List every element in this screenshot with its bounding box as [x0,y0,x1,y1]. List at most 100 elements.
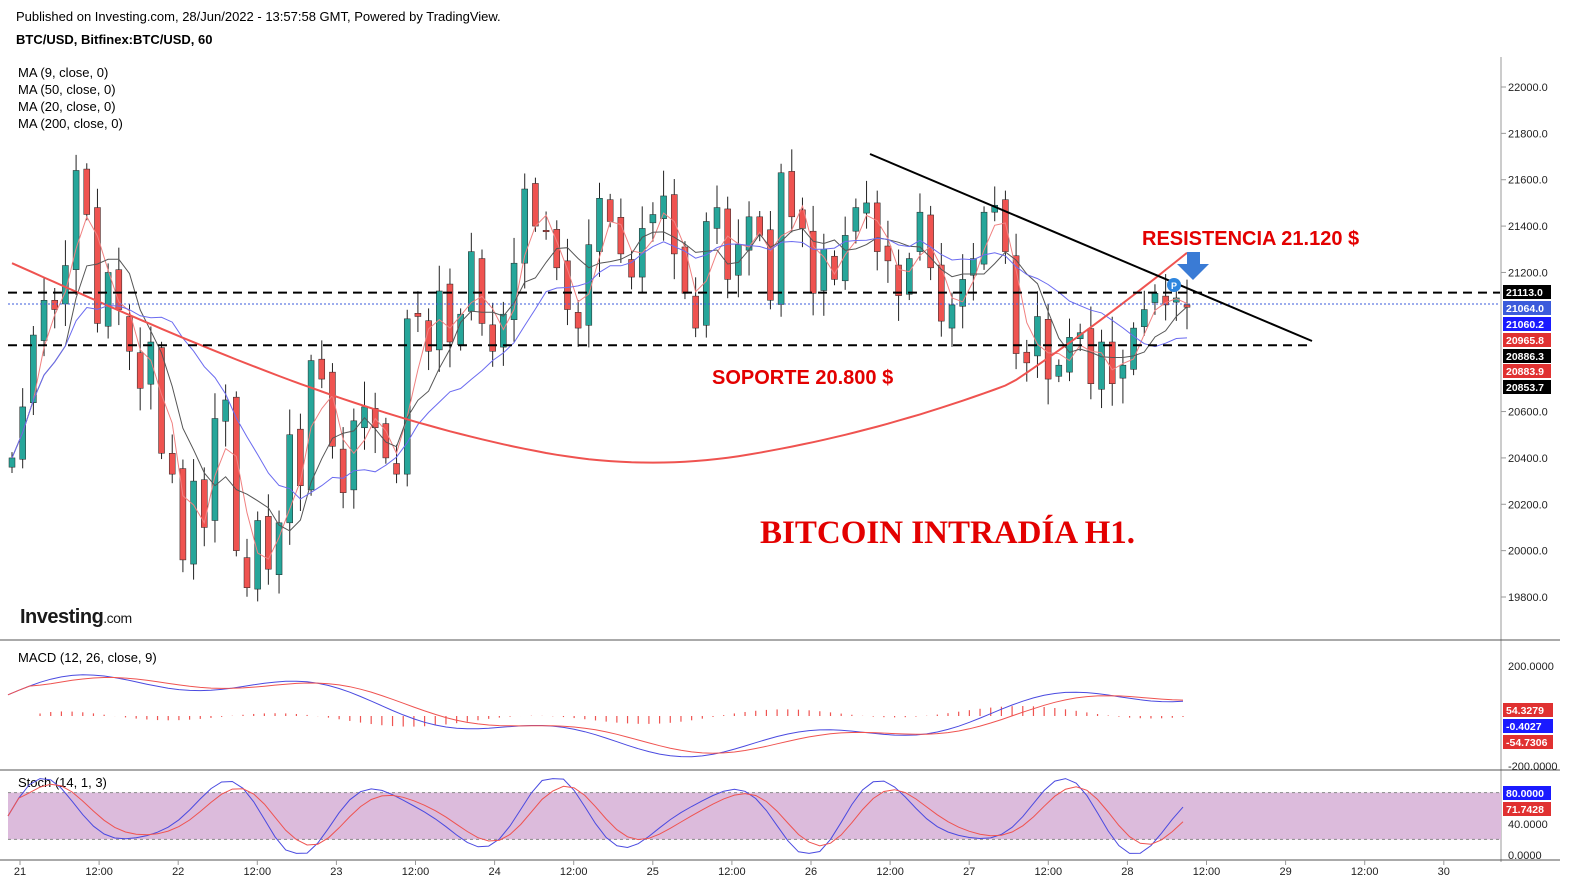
candle-body [201,479,208,528]
candle-body [425,320,432,352]
down-arrow-icon [1177,252,1209,280]
candle-body [478,258,486,324]
candle-body [510,262,518,320]
logo-main: Investing [20,606,104,628]
candle-body [713,207,721,229]
candle-body [927,214,934,269]
candle-body [1055,364,1063,377]
candle-body [692,295,699,329]
ma9-legend: MA (9, close, 0) [18,65,109,80]
candle-body [681,246,689,294]
y-tick-label: 20600.0 [1508,407,1548,419]
y-tick-label: 21200.0 [1508,267,1548,279]
candle-body [158,347,165,454]
candle-body [1119,364,1127,379]
candle-body [94,207,101,324]
macd-label: 54.3279 [1506,705,1544,717]
x-tick-label: 25 [647,866,659,878]
x-tick-label: 12:00 [244,866,272,878]
candle-body [1087,328,1095,384]
candle-body [403,318,411,475]
candle-body [1044,319,1052,380]
candle-body [1108,341,1116,384]
trend-line [869,153,1313,342]
macd-label: -54.7306 [1506,737,1548,749]
x-tick-label: 23 [330,866,342,878]
candle-body [72,170,80,270]
symbol-title: BTC/USD, Bitfinex:BTC/USD, 60 [16,32,213,47]
candle-body [735,244,742,276]
candle-body [1151,293,1159,303]
candle-body [126,316,133,352]
candle-body [852,207,860,232]
candle-body [809,230,817,294]
macd-label-bg [1503,703,1553,717]
y-tick-label: 21400.0 [1508,221,1548,233]
p-marker-label: P [1171,281,1177,291]
price-label-bg [1503,285,1551,299]
candle-body [906,258,913,295]
x-tick-label: 12:00 [718,866,746,878]
candle-body [532,183,539,227]
candle-body [574,312,582,329]
candle-body [1141,309,1148,327]
candle-body [500,313,507,348]
x-tick-label: 26 [805,866,817,878]
stoch-title: Stoch (14, 1, 3) [18,775,107,790]
candle-body [884,245,892,262]
candle-body [873,202,881,252]
price-label: 21113.0 [1506,287,1543,299]
y-tick-label: 22000.0 [1508,82,1548,94]
candle-body [83,168,91,215]
price-label-bg [1503,317,1551,331]
candle-body [660,195,667,219]
price-label-bg [1503,333,1551,347]
ma200-legend: MA (200, close, 0) [18,116,123,131]
candle-body [542,230,550,233]
candle-body [414,313,422,317]
candle-body [756,216,763,236]
candle-body [168,453,176,475]
x-tick-label: 12:00 [1193,866,1221,878]
macd-title: MACD (12, 26, close, 9) [18,650,157,665]
ma200-line [11,252,1188,464]
x-tick-label: 24 [488,866,500,878]
candle-body [1034,316,1041,357]
stoch-k-line [7,778,1184,854]
candle-body [147,341,155,385]
price-label-bg [1503,364,1551,378]
x-tick-label: 12:00 [85,866,113,878]
stoch-y-label: 40.0000 [1508,819,1548,831]
investing-logo: Investing.com [20,606,132,629]
y-tick-label: 21600.0 [1508,175,1548,187]
candle-body [318,358,326,380]
x-tick-label: 12:00 [560,866,588,878]
candle-body [382,423,390,459]
macd-label-bg [1503,735,1553,749]
candle-body [243,557,251,588]
x-tick-label: 22 [172,866,184,878]
candle-body [895,264,902,296]
stoch-label-bg [1503,786,1551,800]
candle-body [393,463,400,475]
x-tick-label: 29 [1279,866,1291,878]
ma9-line [11,204,1188,560]
x-tick-label: 12:00 [1035,866,1063,878]
candle-body [788,171,796,218]
resistance-annotation: RESISTENCIA 21.120 $ [1142,228,1359,250]
x-tick-label: 28 [1121,866,1133,878]
candle-body [649,214,657,224]
price-label: 20886.3 [1506,351,1544,363]
macd-y-label: -200.0000 [1508,761,1558,773]
candle-body [980,211,988,265]
candle-body [489,324,496,352]
candle-body [1066,337,1073,373]
x-tick-label: 30 [1438,866,1450,878]
price-label-bg [1503,349,1551,363]
price-label: 20965.8 [1506,335,1544,347]
y-tick-label: 20400.0 [1508,453,1548,465]
macd-label-bg [1503,719,1553,733]
ma20-line [11,227,1188,532]
chart-title-annotation: BITCOIN INTRADÍA H1. [760,514,1135,551]
